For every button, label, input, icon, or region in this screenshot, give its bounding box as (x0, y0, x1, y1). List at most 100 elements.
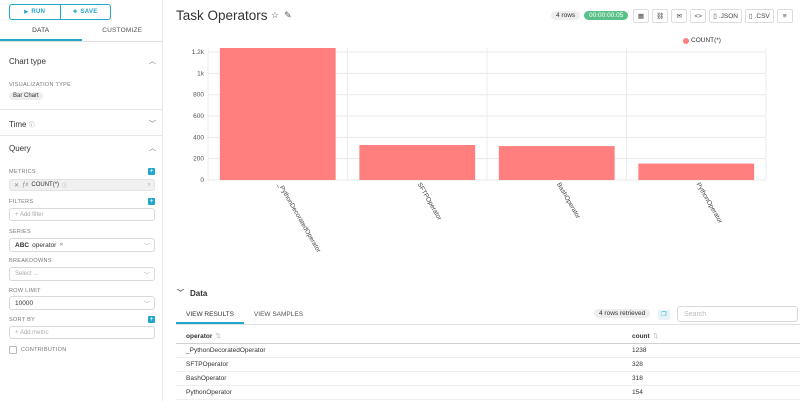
table-row[interactable]: BashOperator 318 (176, 371, 800, 386)
data-section-header[interactable]: ﹀ Data (177, 288, 207, 298)
menu-icon[interactable]: ≡ (776, 9, 793, 23)
row-limit-value: 10000 (15, 299, 34, 307)
rows-retrieved-badge: 4 rows retrieved (594, 309, 651, 318)
remove-icon[interactable]: ✕ (14, 182, 20, 189)
data-section-title: Data (190, 288, 208, 298)
series-value: operator (32, 241, 57, 249)
remove-icon[interactable]: ✕ (59, 242, 64, 248)
x-tick-label: _PythonDecoratedOperator (276, 181, 323, 255)
column-header-operator[interactable]: operator ⇅ (176, 329, 622, 344)
cell-count: 328 (622, 357, 800, 372)
section-time-title: Time ⓘ (9, 120, 35, 129)
contribution-checkbox[interactable] (9, 346, 17, 354)
divider (0, 135, 163, 136)
table-header-row: operator ⇅ count ⇅ (176, 329, 800, 344)
export-json-button[interactable]: ▯ .JSON (709, 9, 742, 23)
cell-operator: SFTPOperator (176, 357, 622, 372)
tab-view-samples[interactable]: VIEW SAMPLES (253, 311, 304, 318)
y-tick-label: 1.2k (192, 49, 205, 56)
results-table: operator ⇅ count ⇅ _PythonDecoratedOperato… (176, 329, 800, 400)
viz-type-label: VISUALIZATION TYPE (9, 82, 72, 88)
legend-swatch (683, 37, 689, 44)
chart-toolbar: ▦ ⛓ ✉ <> ▯ .JSON ▯ .CSV ≡ (633, 9, 793, 23)
run-button[interactable]: ▶ RUN (10, 5, 60, 19)
chevron-down-icon: ﹀ (143, 243, 150, 250)
bar-chart: 0 200 400 600 800 1k 1.2k _PythonDecoratedOpera… (192, 48, 767, 255)
control-panel: ▶ RUN ✚ SAVE DATA CUSTOMIZE Chart type ︿ V… (0, 0, 163, 401)
y-tick-label: 400 (193, 134, 204, 141)
filters-label: FILTERS (9, 199, 34, 205)
sort-by-label: SORT BY (9, 317, 36, 323)
legend-label: COUNT(*) (691, 37, 721, 44)
code-icon[interactable]: <> (690, 9, 707, 23)
cell-count: 318 (622, 371, 800, 386)
section-time-label: Time (9, 119, 27, 129)
section-query[interactable]: Query ︿ (9, 141, 156, 155)
file-icon: ▯ (713, 13, 717, 20)
export-csv-button[interactable]: ▯ .CSV (745, 9, 774, 23)
metrics-label: METRICS (9, 169, 36, 175)
query-time-badge: 00:00:00.05 (584, 11, 629, 20)
add-sort-icon[interactable]: + (148, 316, 155, 323)
table-row[interactable]: _PythonDecoratedOperator 1238 (176, 343, 800, 358)
chevron-down-icon: ﹀ (177, 290, 184, 297)
bar[interactable] (359, 145, 476, 180)
section-chart-type[interactable]: Chart type ︿ (9, 54, 156, 68)
series-select[interactable]: ABC operator ✕ ﹀ (9, 238, 155, 252)
function-icon: ƒx (22, 182, 29, 188)
chevron-right-icon: › (148, 182, 150, 188)
chart-title[interactable]: Task Operators (176, 8, 268, 23)
save-button[interactable]: ✚ SAVE (59, 5, 111, 19)
chevron-down-icon: ﹀ (143, 301, 150, 308)
export-json-label: .JSON (718, 12, 738, 20)
y-tick-label: 200 (193, 156, 204, 163)
tab-view-results[interactable]: VIEW RESULTS (176, 306, 244, 324)
chart-legend[interactable]: COUNT(*) (683, 37, 721, 44)
add-filter-icon[interactable]: + (148, 198, 155, 205)
link-icon[interactable]: ⛓ (652, 9, 669, 23)
bar[interactable] (498, 146, 615, 180)
sort-icon[interactable]: ⇅ (652, 332, 659, 340)
sort-icon[interactable]: ⇅ (215, 332, 221, 340)
data-tabs: VIEW RESULTS VIEW SAMPLES (176, 306, 616, 324)
chevron-down-icon: ﹀ (149, 121, 156, 128)
save-label: SAVE (80, 9, 98, 15)
tab-data[interactable]: DATA (0, 24, 82, 41)
row-limit-select[interactable]: 10000 ﹀ (9, 296, 155, 310)
breakdowns-select[interactable]: Select ... ﹀ (9, 267, 155, 281)
star-icon[interactable]: ☆ (271, 10, 280, 20)
bar[interactable] (219, 48, 336, 180)
section-chart-type-title: Chart type (9, 56, 46, 66)
divider (176, 324, 800, 325)
x-tick-label: BashOperator (555, 182, 582, 221)
viz-type-value[interactable]: Bar Chart (9, 92, 43, 100)
tab-customize[interactable]: CUSTOMIZE (102, 27, 143, 34)
file-icon: ▯ (749, 13, 753, 20)
x-tick-label: PythonOperator (695, 182, 724, 226)
metric-chip[interactable]: ✕ ƒx COUNT(*) ⓘ › (9, 179, 155, 191)
filters-input[interactable]: + Add filter (9, 208, 155, 221)
table-row[interactable]: PythonOperator 154 (176, 385, 800, 400)
copy-icon[interactable]: ❐ (658, 310, 670, 320)
add-metric-icon[interactable]: + (148, 168, 155, 175)
chevron-up-icon: ︿ (149, 145, 156, 152)
column-header-count[interactable]: count ⇅ (622, 329, 800, 344)
bar[interactable] (638, 163, 755, 180)
breakdowns-label: BREAKDOWNS (9, 258, 52, 264)
column-header-label: count (632, 332, 650, 340)
email-icon[interactable]: ✉ (671, 9, 688, 23)
contribution-label: CONTRIBUTION (21, 347, 67, 353)
row-limit-label: ROW LIMIT (9, 288, 41, 294)
section-query-title: Query (9, 143, 31, 153)
info-icon: ⓘ (62, 182, 68, 189)
y-tick-label: 800 (193, 92, 204, 99)
y-tick-label: 600 (193, 113, 204, 120)
search-input[interactable] (677, 306, 798, 322)
sort-by-input[interactable]: + Add metric (9, 326, 155, 339)
table-row[interactable]: SFTPOperator 328 (176, 357, 800, 372)
run-save-group: ▶ RUN ✚ SAVE (9, 4, 111, 20)
chevron-up-icon: ︿ (149, 58, 156, 65)
calendar-icon[interactable]: ▦ (633, 9, 649, 23)
edit-icon[interactable]: ✎ (284, 10, 292, 20)
section-time[interactable]: Time ⓘ ﹀ (9, 117, 156, 131)
